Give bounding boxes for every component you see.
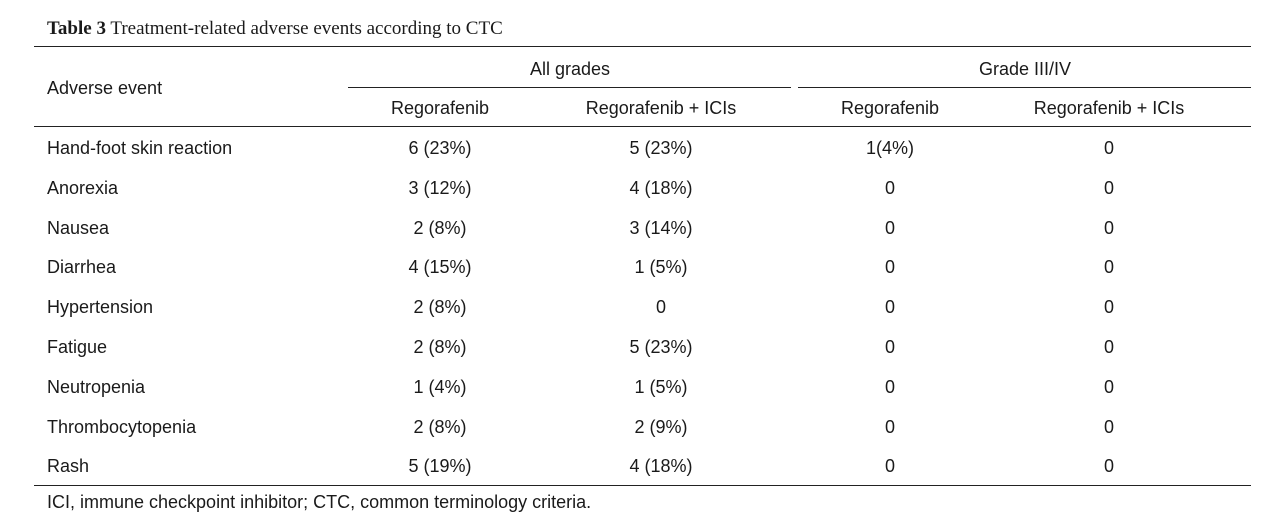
table-cell: 0 — [1103, 217, 1115, 238]
table-cell: 2 (8%) — [413, 416, 467, 437]
group-rule-all-grades — [348, 87, 791, 88]
sub-header: Regorafenib + ICIs — [585, 98, 737, 118]
bottom-rule — [34, 485, 1251, 486]
table-cell: 3 (14%) — [629, 217, 693, 238]
table-caption: Table 3 Treatment-related adverse events… — [47, 18, 503, 40]
table-cell: 0 — [884, 416, 896, 437]
row-event-label: Hand-foot skin reaction — [47, 138, 233, 158]
table-cell: 5 (23%) — [629, 138, 693, 158]
table-cell: 0 — [884, 376, 896, 397]
sub-header: Regorafenib + ICIs — [1033, 98, 1185, 118]
table-cell: 4 (15%) — [408, 257, 472, 278]
group-rule-grade-3-4 — [798, 87, 1251, 88]
table-cell: 0 — [1103, 297, 1115, 318]
table-cell: 4 (18%) — [629, 177, 693, 198]
table-cell: 0 — [1103, 416, 1115, 437]
sub-header: Regorafenib — [390, 98, 490, 118]
group-header-all-grades: All grades — [529, 59, 611, 79]
table-cell: 0 — [884, 456, 896, 477]
table-footnote: ICI, immune checkpoint inhibitor; CTC, c… — [47, 492, 592, 512]
table-cell: 6 (23%) — [408, 138, 472, 158]
row-event-label: Nausea — [47, 217, 110, 238]
table-cell: 0 — [884, 177, 896, 198]
table-cell: 1 (5%) — [634, 376, 688, 397]
header-bottom-rule — [34, 126, 1251, 127]
table-cell: 2 (8%) — [413, 337, 467, 357]
table-cell: 0 — [884, 337, 896, 357]
table-cell: 0 — [1103, 337, 1115, 357]
table-cell: 0 — [1103, 257, 1115, 278]
table-cell: 5 (23%) — [629, 337, 693, 357]
table-cell: 1(4%) — [865, 138, 915, 158]
table-cell: 2 (8%) — [413, 217, 467, 238]
table-cell: 0 — [884, 217, 896, 238]
row-header: Adverse event — [47, 78, 163, 98]
table-cell: 1 (5%) — [634, 257, 688, 278]
row-event-label: Neutropenia — [47, 376, 146, 397]
table-cell: 0 — [1103, 138, 1115, 158]
table-cell: 0 — [1103, 376, 1115, 397]
table-title: Treatment-related adverse events accordi… — [110, 18, 503, 39]
table-cell: 5 (19%) — [408, 456, 472, 477]
table-cell: 0 — [884, 257, 896, 278]
table-cell: 2 (8%) — [413, 297, 467, 318]
table-cell: 3 (12%) — [408, 177, 472, 198]
table-cell: 0 — [1103, 456, 1115, 477]
row-event-label: Anorexia — [47, 177, 119, 198]
row-event-label: Diarrhea — [47, 257, 117, 278]
table-label: Table 3 — [47, 18, 106, 39]
group-header-grade-3-4: Grade III/IV — [978, 59, 1072, 79]
row-event-label: Rash — [47, 456, 90, 477]
table-cell: 0 — [884, 297, 896, 318]
table-cell: 4 (18%) — [629, 456, 693, 477]
sub-header: Regorafenib — [840, 98, 940, 118]
table-cell: 0 — [655, 297, 667, 318]
table-cell: 2 (9%) — [634, 416, 688, 437]
row-event-label: Thrombocytopenia — [47, 416, 197, 437]
row-event-label: Fatigue — [47, 337, 108, 357]
row-event-label: Hypertension — [47, 297, 154, 318]
table-cell: 1 (4%) — [413, 376, 467, 397]
table-cell: 0 — [1103, 177, 1115, 198]
top-rule — [34, 46, 1251, 47]
